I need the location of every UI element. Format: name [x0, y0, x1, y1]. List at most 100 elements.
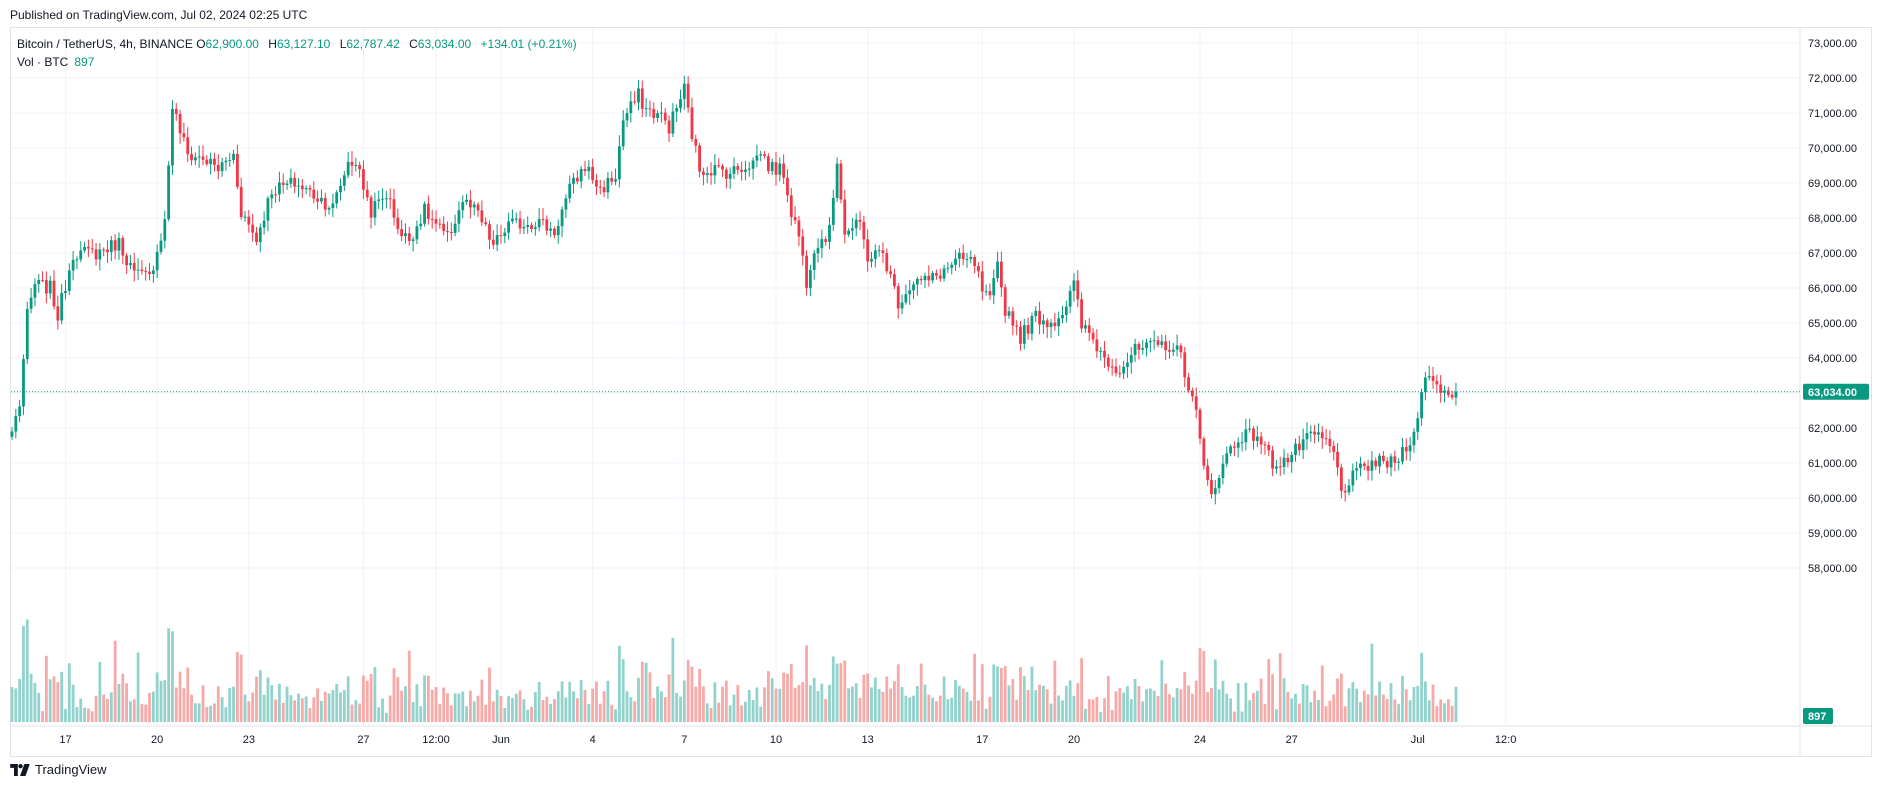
- volume-bar: [782, 672, 786, 722]
- candle-body: [266, 198, 270, 221]
- candle-body: [281, 182, 285, 185]
- volume-bar: [717, 702, 721, 722]
- x-tick-label: 24: [1194, 734, 1206, 746]
- volume-bar: [1145, 689, 1148, 722]
- volume-bar: [1233, 711, 1236, 722]
- candle-body: [1374, 460, 1378, 467]
- volume-bar: [553, 699, 556, 722]
- candle-body: [763, 154, 766, 157]
- volume-bar: [308, 708, 312, 722]
- volume-bar: [1007, 685, 1011, 722]
- volume-bar: [1290, 698, 1294, 722]
- candle-body: [438, 223, 442, 225]
- volume-bar: [1252, 692, 1255, 722]
- volume-bar: [1038, 684, 1041, 722]
- volume-bar: [900, 687, 904, 722]
- volume-bar: [682, 680, 686, 722]
- volume-bar: [831, 656, 835, 722]
- candle-body: [950, 264, 954, 268]
- candle-body: [1347, 485, 1351, 493]
- candle-body: [690, 107, 694, 140]
- tradingview-brand[interactable]: TradingView: [10, 762, 107, 777]
- volume-bar: [744, 701, 747, 722]
- candle-body: [572, 177, 575, 184]
- volume-bar: [1045, 689, 1049, 722]
- volume-bar: [1156, 696, 1160, 722]
- volume-bar: [1171, 697, 1175, 722]
- volume-bar: [461, 691, 465, 722]
- candle-body: [503, 232, 507, 237]
- volume-bar: [1068, 680, 1072, 722]
- volume-bar: [698, 668, 701, 722]
- candle-body: [1439, 384, 1443, 393]
- candle-body: [919, 278, 923, 281]
- open-label: O: [196, 37, 206, 51]
- candle-body: [1332, 446, 1336, 452]
- candle-body: [1202, 438, 1206, 466]
- candle-body: [10, 431, 14, 437]
- volume-bar: [1420, 652, 1423, 722]
- volume-bar: [507, 696, 510, 722]
- volume-bar: [770, 678, 774, 722]
- candle-body: [354, 165, 358, 167]
- volume-bar: [373, 667, 377, 722]
- candle-body: [1160, 341, 1164, 345]
- volume-bar: [426, 675, 430, 722]
- candle-body: [751, 160, 755, 169]
- volume-bar: [1103, 698, 1106, 722]
- candle-body: [667, 120, 671, 134]
- volume-bar: [786, 673, 789, 722]
- volume-bar: [1385, 698, 1389, 722]
- candle-body: [935, 273, 938, 276]
- candle-body: [1366, 465, 1370, 471]
- candle-body: [94, 249, 98, 260]
- candle-body: [1301, 439, 1305, 451]
- volume-bar: [377, 707, 381, 722]
- volume-bar: [877, 689, 881, 722]
- y-tick-label: 58,000.00: [1808, 563, 1857, 575]
- volume-bar: [1160, 660, 1164, 722]
- candle-body: [308, 188, 312, 190]
- volume-bar: [1213, 659, 1217, 722]
- candle-body: [1217, 477, 1221, 489]
- volume-bar: [90, 711, 94, 722]
- volume-bar: [915, 685, 919, 722]
- candle-body: [946, 267, 950, 269]
- candle-body: [186, 137, 190, 155]
- candle-body: [335, 192, 339, 204]
- volume-bar: [1137, 686, 1141, 722]
- candle-body: [835, 163, 839, 198]
- volume-bar: [549, 703, 553, 722]
- volume-bar: [109, 692, 113, 722]
- candle-body: [1103, 350, 1106, 358]
- candle-body: [682, 83, 686, 100]
- volume-bar: [415, 684, 419, 722]
- candle-body: [1141, 348, 1145, 350]
- volume-bar: [499, 696, 503, 722]
- candle-body: [1309, 431, 1313, 434]
- candle-body: [1187, 377, 1190, 391]
- candle-body: [625, 113, 629, 121]
- volume-bar: [1401, 675, 1404, 722]
- volume-bar: [992, 664, 996, 722]
- candle-body: [129, 262, 132, 266]
- change-value: +134.01 (+0.21%): [480, 37, 577, 51]
- volume-bar: [148, 692, 151, 722]
- candle-body: [1084, 325, 1087, 329]
- candle-body: [808, 269, 812, 288]
- volume-bar: [98, 661, 102, 722]
- candle-body: [350, 161, 354, 166]
- volume-bar: [163, 680, 167, 722]
- candle-body: [889, 271, 892, 275]
- candle-body: [877, 250, 881, 252]
- volume-bar: [1236, 682, 1240, 722]
- volume-bar: [1404, 689, 1408, 722]
- candle-body: [90, 248, 94, 250]
- candle-body: [820, 239, 824, 249]
- x-tick-label: 20: [151, 734, 163, 746]
- candle-body: [1114, 366, 1118, 374]
- candle-body: [1049, 322, 1053, 328]
- volume-bar: [931, 697, 935, 722]
- volume-bar: [25, 619, 29, 722]
